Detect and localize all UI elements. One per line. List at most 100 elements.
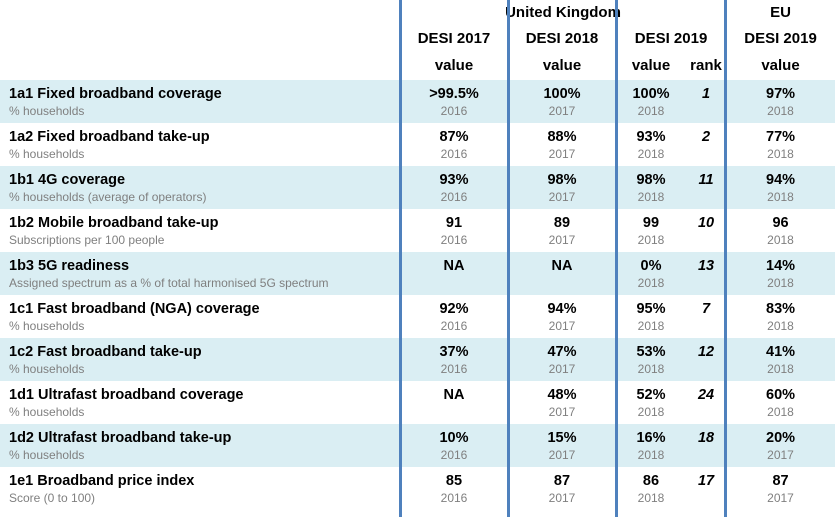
value-cell: 16% 2018 <box>616 424 686 467</box>
value-cell: 14% 2018 <box>726 252 835 295</box>
year-y17: 2016 <box>440 448 468 462</box>
value-d17: 37% <box>439 344 469 360</box>
value-cell: 92% 2016 <box>400 295 508 338</box>
value-eu: 96 <box>772 215 789 231</box>
separator-2019-left <box>615 0 618 517</box>
rank-cell: 17 <box>686 467 726 510</box>
value-cell: 93% 2016 <box>400 166 508 209</box>
indicator-unit: Subscriptions per 100 people <box>9 233 165 247</box>
value-cell: 60% 2018 <box>726 381 835 424</box>
value-cell: 47% 2017 <box>508 338 616 381</box>
table-row: 1d1 Ultrafast broadband coverage % househ… <box>0 381 835 424</box>
header-value-2018: value <box>542 57 582 74</box>
header-row-sub: value value value rank value <box>0 52 835 80</box>
value-d18: 47% <box>547 344 577 360</box>
value-d18: 98% <box>547 172 577 188</box>
value-eu: 77% <box>766 129 796 145</box>
value-d17: 91 <box>445 215 463 231</box>
value-cell: 100% 2017 <box>508 80 616 123</box>
indicator-cell: 1d1 Ultrafast broadband coverage % househ… <box>0 381 400 424</box>
value-cell: 10% 2016 <box>400 424 508 467</box>
value-cell: NA <box>400 381 508 424</box>
header-row-desi: DESI 2017 DESI 2018 DESI 2019 DESI 2019 <box>0 26 835 52</box>
indicator-name: 1a2 Fixed broadband take-up <box>9 129 210 145</box>
value-cell: 87 2017 <box>508 467 616 510</box>
table-row: 1b2 Mobile broadband take-up Subscription… <box>0 209 835 252</box>
year-y19: 2018 <box>637 276 665 290</box>
indicator-cell: 1d2 Ultrafast broadband take-up % househo… <box>0 424 400 467</box>
value-cell: 91 2016 <box>400 209 508 252</box>
rank-cell: 1 <box>686 80 727 123</box>
indicator-name: 1a1 Fixed broadband coverage <box>9 86 222 102</box>
header-uk: United Kingdom <box>505 4 621 21</box>
value-d18: NA <box>551 258 573 274</box>
indicator-unit: % households <box>9 448 85 462</box>
value-d17: 87% <box>439 129 469 145</box>
rank-value: 17 <box>697 473 715 489</box>
value-d19: 93% <box>636 129 666 145</box>
value-cell: 15% 2017 <box>508 424 616 467</box>
value-d17: 10% <box>439 430 469 446</box>
indicator-cell: 1b1 4G coverage % households (average of … <box>0 166 400 209</box>
value-cell: 98% 2018 <box>616 166 686 209</box>
year-y19: 2018 <box>637 448 665 462</box>
year-y19: 2018 <box>637 104 665 118</box>
value-cell: 48% 2017 <box>508 381 616 424</box>
rank-cell: 18 <box>686 424 727 467</box>
year-yeu: 2018 <box>767 104 794 118</box>
indicator-name: 1d2 Ultrafast broadband take-up <box>9 430 232 446</box>
value-eu: 87 <box>772 473 789 489</box>
value-eu: 14% <box>766 258 796 274</box>
value-cell: 37% 2016 <box>400 338 508 381</box>
value-d18: 15% <box>547 430 577 446</box>
table-row: 1b1 4G coverage % households (average of … <box>0 166 835 209</box>
table-row: 1e1 Broadband price index Score (0 to 100… <box>0 467 835 510</box>
indicator-unit: Score (0 to 100) <box>9 491 96 505</box>
rank-value: 10 <box>697 215 715 231</box>
year-y17: 2016 <box>440 319 468 333</box>
value-d17: 93% <box>439 172 469 188</box>
year-y19: 2018 <box>637 190 665 204</box>
value-cell: NA <box>508 252 616 295</box>
value-d17: >99.5% <box>429 86 479 102</box>
value-eu: 60% <box>766 387 796 403</box>
header-desi-2018: DESI 2018 <box>525 30 599 47</box>
year-y19: 2018 <box>637 362 665 376</box>
rank-cell: 11 <box>686 166 727 209</box>
year-y17: 2016 <box>440 190 468 204</box>
indicator-cell: 1b3 5G readiness Assigned spectrum as a %… <box>0 252 400 295</box>
indicator-unit: % households <box>9 147 85 161</box>
year-y19: 2018 <box>637 491 665 505</box>
year-yeu: 2018 <box>767 147 794 161</box>
value-cell: >99.5% 2016 <box>400 80 508 123</box>
value-cell: 98% 2017 <box>508 166 616 209</box>
rank-cell: 13 <box>686 252 727 295</box>
indicator-cell: 1e1 Broadband price index Score (0 to 100… <box>0 467 400 510</box>
value-d19: 95% <box>636 301 666 317</box>
value-d19: 100% <box>632 86 670 102</box>
value-d19: 0% <box>640 258 662 274</box>
value-cell: 93% 2018 <box>616 123 686 166</box>
year-y18: 2017 <box>548 147 576 161</box>
header-eu: EU <box>770 4 791 21</box>
value-cell: 95% 2018 <box>616 295 686 338</box>
value-cell: 20% 2017 <box>726 424 835 467</box>
header-value-2019: value <box>631 57 671 74</box>
rank-value: 11 <box>698 172 714 188</box>
value-eu: 83% <box>766 301 796 317</box>
year-y19: 2018 <box>637 405 665 419</box>
year-y17: 2016 <box>440 147 468 161</box>
year-y18: 2017 <box>548 319 576 333</box>
header-value-2017: value <box>434 57 474 74</box>
value-cell: NA <box>400 252 508 295</box>
year-y18: 2017 <box>548 405 576 419</box>
indicator-name: 1b2 Mobile broadband take-up <box>9 215 219 231</box>
header-eu-desi-2019: DESI 2019 <box>744 30 817 47</box>
table-row: 1b3 5G readiness Assigned spectrum as a %… <box>0 252 835 295</box>
rank-value: 18 <box>697 430 715 446</box>
value-cell: 87 2017 <box>726 467 835 510</box>
header-desi-2019: DESI 2019 <box>634 30 708 47</box>
value-d17: NA <box>443 387 465 403</box>
rank-cell: 12 <box>686 338 727 381</box>
